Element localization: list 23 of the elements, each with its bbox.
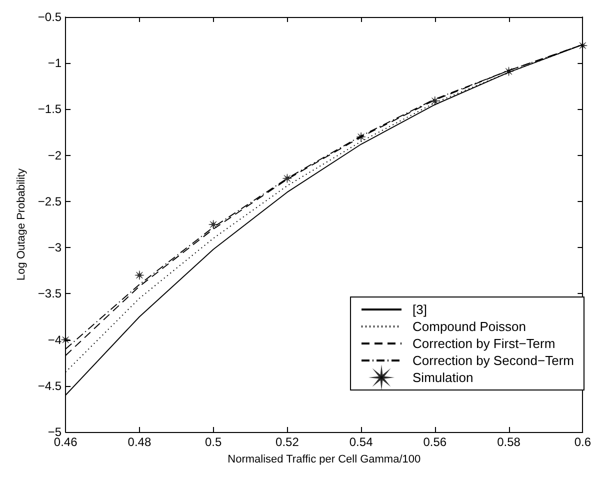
legend-label: [3] [412, 302, 427, 317]
y-tick-label: −1 [48, 56, 62, 70]
x-axis-title: Normalised Traffic per Cell Gamma/100 [228, 454, 421, 466]
y-tick-label: −4 [48, 332, 62, 347]
x-tick-label: 0.56 [423, 435, 447, 449]
legend-label: Compound Poisson [412, 319, 526, 334]
legend-label: Correction by Second−Term [412, 353, 574, 368]
x-tick-label: 0.5 [204, 435, 222, 449]
legend-label: Simulation [412, 370, 474, 385]
x-tick-label: 0.48 [128, 435, 152, 449]
x-tick-label: 0.58 [497, 435, 521, 449]
x-tick-label: 0.52 [276, 435, 300, 449]
y-tick-label: −0.5 [38, 10, 62, 24]
y-tick-label: −3.5 [38, 286, 62, 301]
legend-label: Correction by First−Term [412, 336, 556, 351]
y-tick-label: −2 [48, 148, 62, 162]
y-axis-title: Log Outage Probability [16, 168, 28, 280]
x-tick-label: 0.6 [574, 435, 592, 449]
y-tick-label: −1.5 [38, 102, 62, 116]
y-tick-label: −2.5 [38, 194, 62, 208]
y-tick-label: −4.5 [38, 378, 62, 393]
x-tick-label: 0.54 [349, 435, 374, 449]
y-tick-label: −3 [48, 240, 62, 255]
